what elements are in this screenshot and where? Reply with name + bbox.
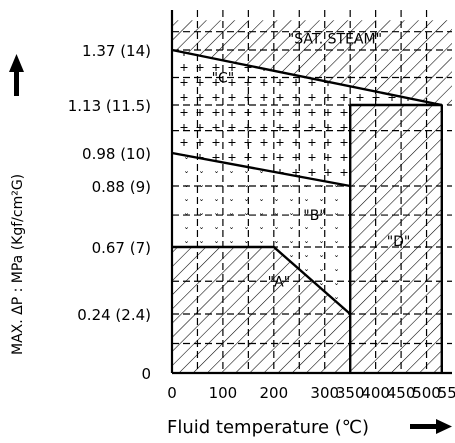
region-c <box>172 50 442 186</box>
x-axis-arrow-icon <box>410 419 452 434</box>
y-axis-arrow-icon <box>9 54 24 96</box>
x-tick-label: 400 <box>361 384 390 402</box>
boundary-line-1 <box>171 48 443 107</box>
x-tick-label: 550 <box>438 384 455 402</box>
axes-layer <box>170 10 452 375</box>
y-tick-label: 0.67 (7) <box>92 239 151 257</box>
x-axis-label: Fluid temperature (℃) <box>167 417 369 438</box>
y-tick-label: 0 <box>141 365 151 383</box>
x-tick-label: 100 <box>209 384 238 402</box>
x-tick-label: 450 <box>387 384 416 402</box>
y-tick-label: 1.13 (11.5) <box>68 97 151 115</box>
region-label-sat-steam: "SAT. STEAM" <box>288 32 382 48</box>
region-label-a: "A" <box>268 274 290 290</box>
y-tick-label: 0.98 (10) <box>82 145 151 163</box>
y-tick-label: 0.88 (9) <box>92 178 151 196</box>
boundary-line-2 <box>171 151 351 188</box>
x-tick-layer: 0 100 200 300350400450500550 <box>167 384 455 402</box>
region-a <box>172 247 351 373</box>
boundary-line-layer <box>171 48 443 373</box>
y-axis-label: MAX. ΔP : MPa (Kgf/cm²G) <box>10 174 26 355</box>
region-label-b: "B" <box>303 208 325 224</box>
region-label-c: "C" <box>212 71 235 87</box>
y-tick-layer: 0 0.24 (2.4) 0.67 (7) 0.88 (9) 0.98 (10) 1.13… <box>68 42 151 383</box>
x-tick-label: 300 <box>310 384 339 402</box>
x-tick-label: 0 <box>167 384 177 402</box>
y-tick-label: 1.37 (14) <box>82 42 151 60</box>
boundary-line-3 <box>172 245 351 315</box>
x-tick-label: 200 <box>259 384 288 402</box>
region-d <box>350 105 442 373</box>
region-label-layer: "A" "B" "C" "D" "SAT. STEAM" <box>212 32 411 291</box>
y-tick-label: 0.24 (2.4) <box>77 306 151 324</box>
region-label-d: "D" <box>387 234 411 250</box>
x-tick-label: 500 <box>412 384 441 402</box>
region-layer <box>172 20 452 373</box>
region-sat-steam <box>172 20 452 106</box>
x-tick-label: 350 <box>336 384 365 402</box>
